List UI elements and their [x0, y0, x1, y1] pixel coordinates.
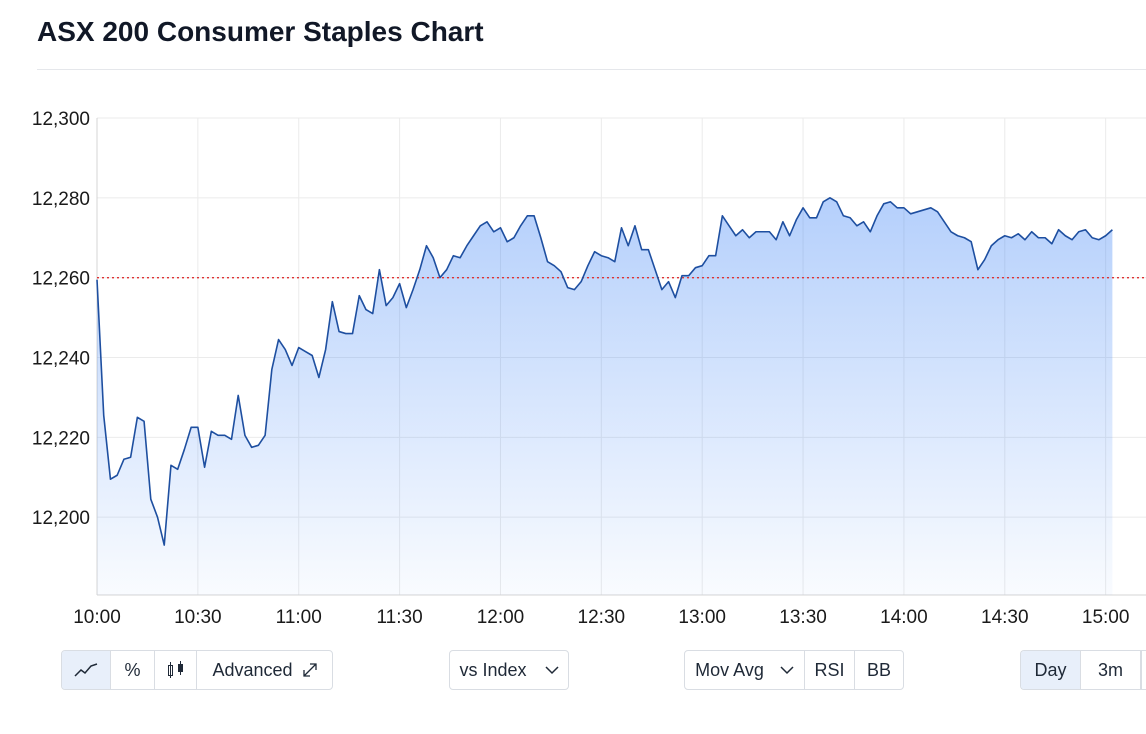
indicator-label: BB	[866, 659, 891, 680]
period-button[interactable]: 3m	[1081, 651, 1141, 689]
chevron-icon	[780, 665, 794, 674]
compare-dropdown[interactable]: vs Index	[450, 651, 568, 689]
y-tick-label: 12,200	[32, 508, 90, 529]
x-tick-label: 14:00	[880, 607, 928, 628]
chart-title: ASX 200 Consumer Staples Chart	[37, 16, 484, 47]
y-tick-label: 12,280	[32, 189, 90, 210]
chart: 12,200 12,220 12,240 12,260 12,280 12,300 10:0…	[32, 109, 1146, 628]
x-tick-label: 15:00	[1082, 607, 1130, 628]
chart-type-group: % Advanced	[61, 650, 333, 690]
percent-label: %	[124, 659, 141, 680]
period-group: Day 3m	[1020, 650, 1146, 690]
x-tick-label: 12:00	[477, 607, 525, 628]
candle-icon	[167, 661, 183, 678]
rsi-button[interactable]: RSI	[805, 651, 855, 689]
line-icon	[74, 663, 98, 677]
mov-avg-dropdown[interactable]: Mov Avg	[685, 651, 805, 689]
price-line	[96, 197, 1113, 546]
line-chart-button[interactable]	[62, 651, 111, 689]
compare-label: vs Index	[459, 659, 527, 680]
y-tick-label: 12,240	[32, 348, 90, 369]
x-tick-label: 10:00	[73, 607, 121, 628]
y-tick-label: 12,260	[32, 269, 90, 290]
bb-button[interactable]: BB	[855, 651, 903, 689]
indicator-label: Mov Avg	[695, 659, 764, 680]
period-label: Day	[1034, 659, 1067, 680]
indicator-group: Mov Avg RSI BB	[684, 650, 904, 690]
expand-icon	[302, 663, 317, 677]
period-button[interactable]: Day	[1021, 651, 1081, 689]
x-tick-label: 14:30	[981, 607, 1029, 628]
x-tick-label: 12:30	[578, 607, 626, 628]
y-tick-label: 12,220	[32, 428, 90, 449]
separator	[37, 69, 1146, 70]
percent-button[interactable]: %	[111, 651, 155, 689]
chevron-icon	[544, 665, 559, 674]
period-button[interactable]	[1141, 651, 1146, 689]
indicator-label: RSI	[814, 659, 845, 680]
y-tick-label: 12,300	[32, 109, 90, 130]
x-tick-label: 13:00	[678, 607, 726, 628]
candle-button[interactable]	[155, 651, 197, 689]
x-tick-label: 10:30	[174, 607, 222, 628]
compare-group: vs Index	[449, 650, 569, 690]
period-label: 3m	[1097, 659, 1123, 680]
x-tick-label: 11:00	[276, 607, 322, 628]
advanced-button[interactable]: Advanced	[197, 651, 332, 689]
x-tick-label: 13:30	[779, 607, 827, 628]
x-tick-label: 11:30	[377, 607, 423, 628]
area-fill	[97, 197, 1113, 595]
advanced-label: Advanced	[212, 659, 293, 680]
